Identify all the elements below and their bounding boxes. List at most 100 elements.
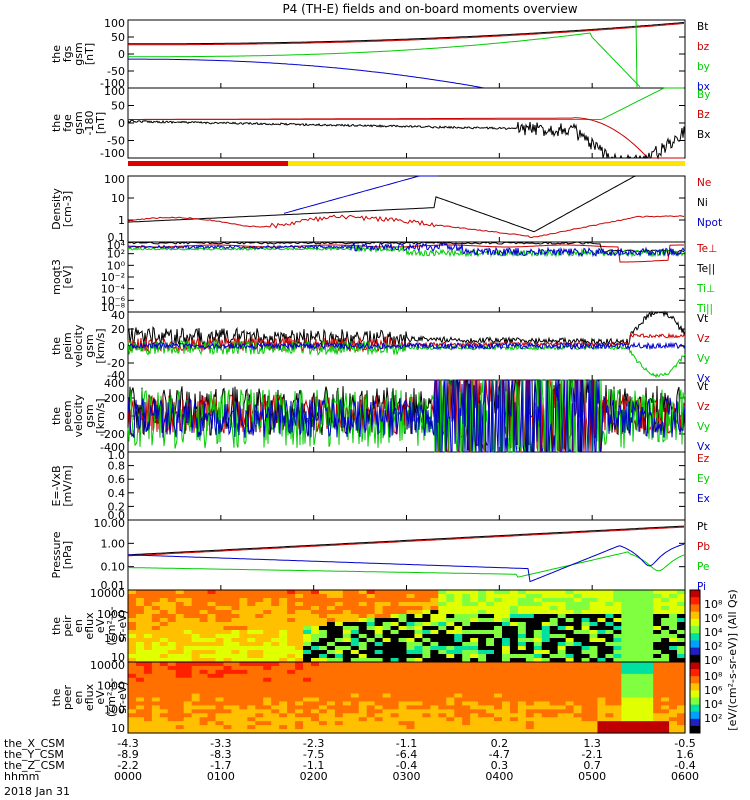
spectrogram-cell-peir [303,614,312,619]
spectrogram-cell-peir [446,622,455,627]
spectrogram-cell-peir [573,654,583,659]
spectrogram-cell-peer [406,705,416,710]
series-Npot [283,175,438,214]
spectrogram-cell-peir [398,622,408,627]
spectrogram-cell-peir [287,626,296,631]
spectrogram-cell-peir [541,614,551,619]
spectrogram-cell-peir [661,622,670,627]
spectrogram-cell-peer [470,662,479,667]
spectrogram-cell-peir [247,610,256,615]
ytick-label-peer: 100 [104,703,125,716]
spectrogram-cell-peir [358,638,368,643]
spectrogram-cell-peer [128,709,137,714]
spectrogram-cell-peir [215,630,225,635]
spectrogram-cell-peir [334,638,344,643]
spectrogram-cell-peir [581,606,591,611]
ytick-label-fge: -50 [107,135,125,148]
spectrogram-cell-peer [517,725,527,730]
spectrogram-cell-peer [478,673,487,679]
spectrogram-cell-peer [589,673,599,679]
spectrogram-cell-peir [573,658,583,663]
spectrogram-cell-peer [501,701,511,706]
spectrogram-cell-peir [509,626,519,631]
spectrogram-cell-peir [422,650,431,655]
spectrogram-cell-peer [183,705,193,710]
spectrogram-cell-peir [573,598,583,603]
spectrogram-cell-peer [454,673,463,679]
spectrogram-cell-peir [390,622,400,627]
spectrogram-cell-peir [669,606,678,611]
spectrogram-cell-peir [295,622,304,627]
spectrogram-cell-peir [255,622,264,627]
spectrogram-cell-peer [175,697,185,703]
spectrogram-cell-peer [533,721,543,726]
spectrogram-cell-peir [525,658,535,663]
spectrogram-cell-peir [311,610,320,615]
spectrogram-cell-peer [398,681,408,687]
spectrogram-cell-peir [494,630,503,635]
spectrogram-cell-peir [486,590,495,595]
spectrogram-cell-peir [565,638,575,643]
spectrogram-cell-peer [350,697,360,703]
series-Pe [128,551,685,578]
spectrogram-cell-peer [669,717,678,722]
spectrogram-cell-peir [231,638,240,643]
spectrogram-cell-peir [183,650,193,655]
spectrogram-cell-peir [374,602,384,607]
legend-Vz: Vz [697,333,710,345]
spectrogram-cell-peer [223,717,233,722]
spectrogram-cell-peir [605,598,614,603]
spectrogram-cell-peer [239,681,248,687]
spectrogram-cell-peir [382,602,392,607]
spectrogram-cell-peer [549,669,559,675]
spectrogram-cell-peer [279,729,288,734]
spectrogram-cell-peer [342,681,352,687]
spectrogram-cell-peer [533,709,543,714]
spectrogram-cell-peer [661,717,670,722]
spectrogram-cell-peir [533,622,543,627]
spectrogram-cell-peir [486,610,495,615]
spectrogram-cell-peer [175,685,185,691]
spectrogram-cell-peir [207,638,217,643]
spectrogram-cell-peir [637,654,646,659]
spectrogram-cell-peir [501,650,511,655]
spectrogram-cell-peir [669,618,678,623]
spectrogram-cell-peir [541,654,551,659]
spectrogram-cell-peir [287,598,296,603]
spectrogram-cell-peer [557,717,567,722]
spectrogram-cell-peer [175,662,185,667]
spectrogram-cell-peer [501,669,511,675]
spectrogram-cell-peir [390,626,400,631]
spectrogram-cell-peer [326,721,336,726]
spectrogram-cell-peer [517,717,527,722]
spectrogram-cell-peir [494,602,503,607]
spectrogram-cell-peir [128,646,137,651]
spectrogram-cell-peer [669,697,678,703]
spectrogram-cell-peir [255,606,264,611]
spectrogram-cell-peir [525,602,535,607]
spectrogram-cell-peer [207,693,217,699]
spectrogram-cell-peer [358,677,368,683]
spectrogram-cell-peir [470,606,479,611]
spectrogram-cell-peir [191,654,201,659]
legend-Ey: Ey [697,473,710,485]
spectrogram-cell-peir [605,630,614,635]
spectrogram-cell-peir [478,634,487,639]
spectrogram-cell-peer [438,669,447,675]
spectrogram-cell-peir [271,602,280,607]
spectrogram-cell-peir [350,650,360,655]
spectrogram-cell-peer [263,721,272,726]
spectrogram-cell-peer [183,662,193,667]
spectrogram-cell-peir [454,654,463,659]
spectrogram-cell-peer [653,673,662,679]
spectrogram-cell-peer [549,729,559,734]
spectrogram-cell-peer [366,725,376,730]
spectrogram-cell-peer [263,693,272,699]
spectrogram-cell-peir [247,642,256,647]
spectrogram-cell-peir [414,630,424,635]
spectrogram-cell-peir [533,642,543,647]
spectrogram-cell-peer [191,729,201,734]
spectrogram-cell-peer [406,721,416,726]
spectrogram-cell-peir [183,594,193,599]
spectrogram-cell-peer [589,681,599,687]
